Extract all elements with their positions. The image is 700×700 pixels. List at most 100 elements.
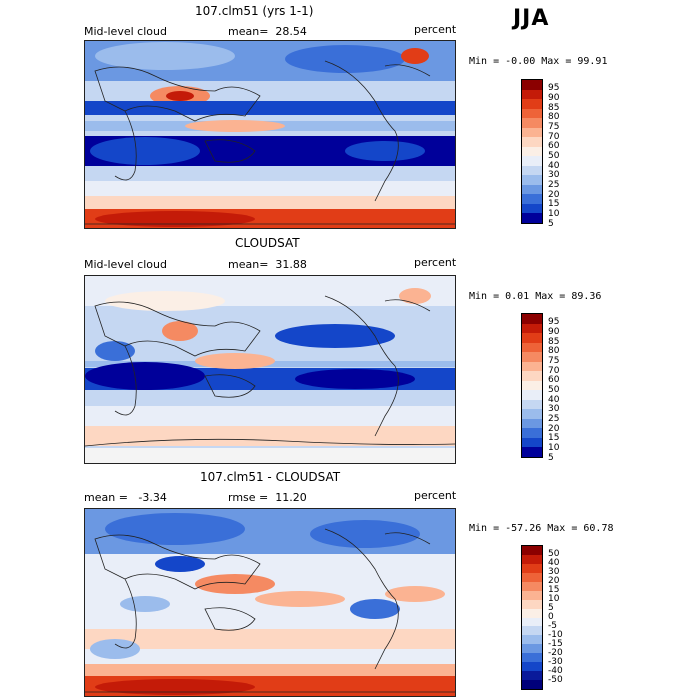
colorbar-swatch (522, 671, 542, 681)
colorbar-tick-label: 90 (548, 92, 560, 103)
colorbar-tick-label: 50 (548, 384, 560, 395)
colorbar-swatch (522, 165, 542, 176)
colorbar-swatch (522, 608, 542, 618)
colorbar-tick-label: 10 (548, 593, 560, 604)
colorbar-tick-label: -15 (548, 639, 563, 650)
colorbar-tick-label: 50 (548, 150, 560, 161)
colorbar-tick-label: 70 (548, 365, 560, 376)
mean-label: mean= 28.54 (228, 25, 307, 38)
colorbar (521, 313, 543, 458)
colorbar-tick-label: 25 (548, 413, 560, 424)
colorbar-swatch (522, 390, 542, 400)
colorbar-swatch (522, 213, 542, 223)
colorbar (521, 545, 543, 690)
colorbar-swatch (522, 563, 542, 573)
colorbar-swatch (522, 108, 542, 119)
colorbar-swatch (522, 80, 542, 90)
colorbar-swatch (522, 127, 542, 138)
units-label: percent (414, 489, 457, 502)
colorbar-swatch (522, 184, 542, 195)
colorbar-tick-label: 70 (548, 131, 560, 142)
colorbar-tick-label: -30 (548, 657, 563, 668)
colorbar-tick-label: 30 (548, 170, 560, 181)
min-max-readout: Min = -57.26 Max = 60.78 (469, 523, 614, 534)
colorbar-tick-label: 40 (548, 394, 560, 405)
panel-title: 107.clm51 (yrs 1-1) (195, 4, 314, 18)
colorbar-swatch (522, 137, 542, 147)
colorbar-tick-label: 15 (548, 199, 560, 210)
colorbar-swatch (522, 323, 542, 334)
variable-label: Mid-level cloud (84, 258, 167, 271)
colorbar-swatch (522, 662, 542, 672)
min-max-readout: Min = 0.01 Max = 89.36 (469, 291, 602, 302)
colorbar-tick-label: -10 (548, 630, 563, 641)
cloud-map (84, 275, 456, 464)
colorbar-swatch (522, 118, 542, 128)
colorbar-swatch (522, 314, 542, 324)
units-label: percent (414, 23, 457, 36)
colorbar-tick-label: 25 (548, 179, 560, 190)
colorbar-tick-label: 0 (548, 612, 554, 622)
colorbar-swatch (522, 546, 542, 555)
panel-title: 107.clm51 - CLOUDSAT (200, 470, 341, 484)
colorbar-tick-label: -40 (548, 666, 563, 677)
mean-label: mean= 31.88 (228, 258, 307, 271)
mean-value: 28.54 (275, 25, 307, 38)
colorbar-tick-label: -5 (548, 621, 557, 632)
colorbar-swatch (522, 333, 542, 343)
colorbar-swatch (522, 437, 542, 448)
cloud-map (84, 40, 456, 229)
colorbar-swatch (522, 342, 542, 353)
colorbar-swatch (522, 626, 542, 636)
colorbar-tick-label: 10 (548, 208, 560, 219)
colorbar-swatch (522, 644, 542, 654)
colorbar-tick-label: 15 (548, 433, 560, 444)
colorbar-swatch (522, 590, 542, 600)
colorbar-swatch (522, 572, 542, 582)
colorbar-swatch (522, 380, 542, 391)
cloud-map (84, 508, 456, 697)
colorbar-swatch (522, 418, 542, 429)
colorbar-tick-label: 30 (548, 404, 560, 415)
colorbar-swatch (522, 194, 542, 204)
colorbar-swatch (522, 617, 542, 627)
rmse-label: rmse = 11.20 (228, 491, 307, 504)
colorbar-tick-label: 40 (548, 557, 560, 568)
mean-label: mean = -3.34 (84, 491, 167, 504)
colorbar-swatch (522, 653, 542, 663)
colorbar-tick-label: 5 (548, 602, 554, 613)
colorbar-swatch (522, 554, 542, 564)
colorbar-tick-label: 95 (548, 317, 560, 328)
colorbar-swatch (522, 203, 542, 214)
colorbar-tick-label: 60 (548, 141, 560, 152)
colorbar-swatch (522, 175, 542, 185)
colorbar-tick-label: 20 (548, 423, 560, 434)
colorbar-tick-label: 75 (548, 355, 560, 366)
colorbar-tick-label: 80 (548, 112, 560, 123)
colorbar-tick-label: 75 (548, 121, 560, 132)
colorbar-tick-label: -20 (548, 648, 563, 659)
colorbar-swatch (522, 352, 542, 362)
variable-label: Mid-level cloud (84, 25, 167, 38)
colorbar-tick-label: 20 (548, 575, 560, 586)
colorbar-tick-label: 40 (548, 160, 560, 171)
colorbar-swatch (522, 447, 542, 457)
colorbar-swatch (522, 99, 542, 109)
rmse-value: 11.20 (275, 491, 307, 504)
colorbar-tick-label: 95 (548, 83, 560, 94)
colorbar-swatch (522, 599, 542, 609)
colorbar-swatch (522, 156, 542, 166)
colorbar-swatch (522, 680, 542, 689)
colorbar-tick-label: 10 (548, 442, 560, 453)
colorbar-tick-label: 85 (548, 336, 560, 347)
colorbar-tick-label: 90 (548, 326, 560, 337)
colorbar-swatch (522, 581, 542, 591)
colorbar-labels: 95 90 85 80 75 70 60 50 40 30 25 20 15 10 5 (548, 79, 578, 228)
season-label: JJA (513, 6, 550, 31)
colorbar-tick-label: 15 (548, 584, 560, 595)
colorbar (521, 79, 543, 224)
panel-title: CLOUDSAT (235, 236, 300, 250)
units-label: percent (414, 256, 457, 269)
colorbar-tick-label: 5 (548, 218, 554, 229)
colorbar-swatch (522, 428, 542, 438)
